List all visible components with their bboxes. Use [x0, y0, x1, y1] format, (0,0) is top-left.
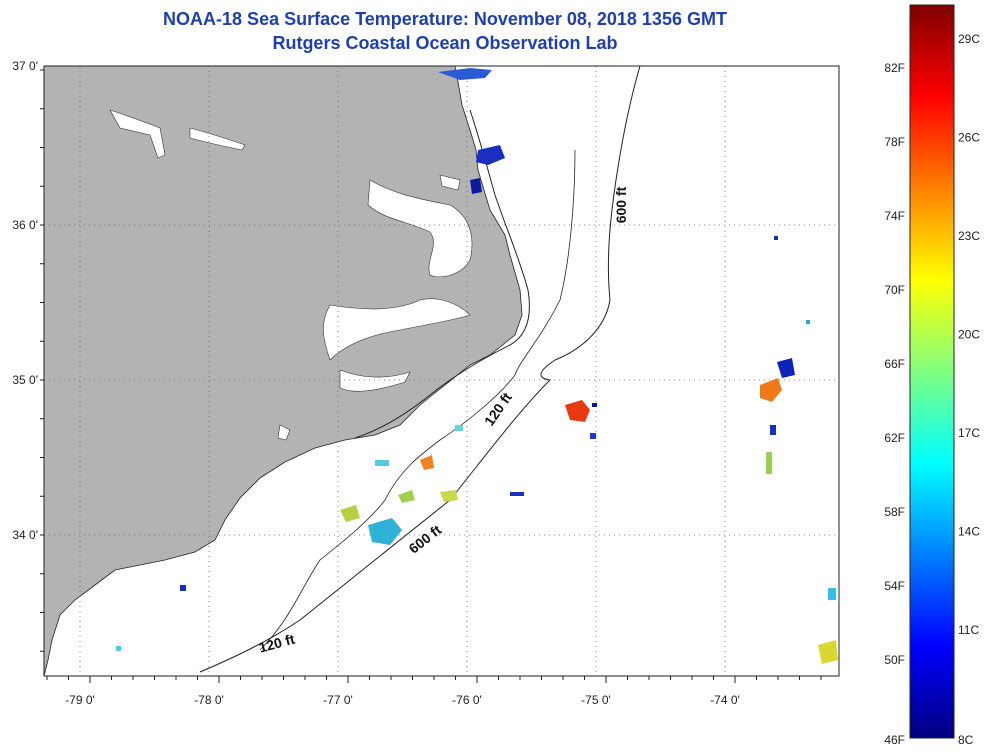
- lon-label-76: -76 0': [452, 693, 482, 707]
- lon-label-74: -74 0': [710, 693, 740, 707]
- celsius-label: 17C: [958, 426, 980, 440]
- fahrenheit-label: 74F: [884, 209, 905, 223]
- tick-marks: [40, 69, 822, 683]
- fahrenheit-scale-labels: 82F 78F 74F 70F 66F 62F 58F 54F 50F 46F: [884, 61, 905, 747]
- fahrenheit-label: 58F: [884, 505, 905, 519]
- map-title: NOAA-18 Sea Surface Temperature: Novembe…: [163, 9, 727, 29]
- colorbar: [909, 4, 955, 739]
- inland-water: [109, 109, 473, 441]
- lon-label-78: -78 0': [194, 693, 224, 707]
- lon-label-75: -75 0': [581, 693, 611, 707]
- celsius-label: 29C: [958, 32, 980, 46]
- map-frame: [43, 65, 840, 677]
- celsius-label: 20C: [958, 328, 980, 342]
- lat-label-37: 37 0': [12, 59, 38, 73]
- celsius-label: 11C: [958, 623, 979, 637]
- lat-label-34: 34 0': [12, 528, 38, 542]
- celsius-label: 26C: [958, 131, 980, 145]
- contour-label-600ft-north: 600 ft: [613, 186, 629, 223]
- celsius-label: 23C: [958, 229, 980, 243]
- fahrenheit-label: 70F: [884, 283, 905, 297]
- lon-label-77: -77 0': [323, 693, 353, 707]
- lat-label-36: 36 0': [12, 218, 38, 232]
- lat-label-35: 35 0': [12, 373, 38, 387]
- fahrenheit-label: 54F: [884, 579, 905, 593]
- contour-600ft-line: [199, 66, 641, 673]
- fahrenheit-label: 78F: [884, 135, 905, 149]
- graticule: [44, 66, 839, 676]
- fahrenheit-label: 46F: [884, 733, 905, 747]
- fahrenheit-label: 50F: [884, 653, 905, 667]
- celsius-label: 14C: [958, 525, 980, 539]
- fahrenheit-label: 82F: [884, 61, 905, 75]
- celsius-scale-labels: 29C 26C 23C 20C 17C 14C 11C 8C: [958, 32, 980, 747]
- sst-data-patches: [116, 68, 838, 664]
- outer-banks-coastline: [354, 109, 530, 439]
- celsius-label: 8C: [958, 733, 974, 747]
- fahrenheit-label: 66F: [884, 357, 905, 371]
- contour-120ft-line: [259, 149, 576, 651]
- map-subtitle: Rutgers Coastal Ocean Observation Lab: [272, 33, 618, 53]
- fahrenheit-label: 62F: [884, 431, 905, 445]
- lon-label-79: -79 0': [65, 693, 95, 707]
